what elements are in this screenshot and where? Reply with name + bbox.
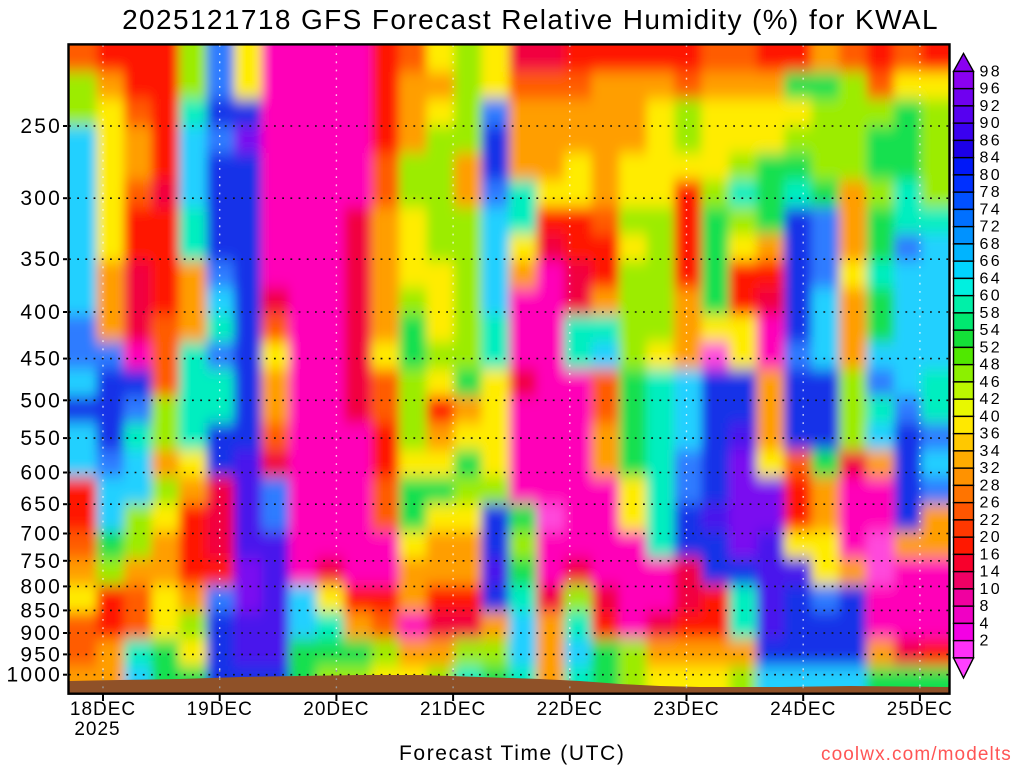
svg-text:60: 60: [980, 288, 1003, 305]
svg-text:80: 80: [980, 167, 1003, 184]
svg-text:300: 300: [20, 187, 62, 210]
svg-text:84: 84: [980, 150, 1003, 167]
svg-text:18DEC: 18DEC: [70, 699, 136, 720]
svg-text:16: 16: [980, 546, 1003, 563]
svg-text:32: 32: [980, 460, 1003, 477]
svg-text:19DEC: 19DEC: [187, 699, 253, 720]
svg-text:25DEC: 25DEC: [887, 699, 953, 720]
svg-text:64: 64: [980, 270, 1003, 287]
svg-text:850: 850: [20, 599, 62, 622]
svg-text:46: 46: [980, 374, 1003, 391]
svg-text:21DEC: 21DEC: [420, 699, 486, 720]
svg-text:92: 92: [980, 98, 1003, 115]
svg-text:42: 42: [980, 391, 1003, 408]
svg-text:74: 74: [980, 201, 1003, 218]
svg-text:500: 500: [20, 389, 62, 412]
svg-text:96: 96: [980, 81, 1003, 98]
svg-text:23DEC: 23DEC: [653, 699, 719, 720]
svg-text:26: 26: [980, 495, 1003, 512]
svg-text:900: 900: [20, 622, 62, 645]
svg-text:600: 600: [20, 462, 62, 485]
svg-text:20: 20: [980, 529, 1003, 546]
svg-text:90: 90: [980, 115, 1003, 132]
svg-text:86: 86: [980, 132, 1003, 149]
svg-text:550: 550: [20, 427, 62, 450]
svg-text:54: 54: [980, 322, 1003, 339]
svg-text:58: 58: [980, 305, 1003, 322]
svg-text:20DEC: 20DEC: [303, 699, 369, 720]
svg-text:8: 8: [980, 598, 991, 615]
svg-text:700: 700: [20, 523, 62, 546]
svg-text:2: 2: [980, 633, 991, 650]
svg-text:650: 650: [20, 493, 62, 516]
svg-text:48: 48: [980, 357, 1003, 374]
svg-text:400: 400: [20, 301, 62, 324]
svg-text:22DEC: 22DEC: [537, 699, 603, 720]
svg-text:72: 72: [980, 219, 1003, 236]
svg-text:24DEC: 24DEC: [770, 699, 836, 720]
svg-text:450: 450: [20, 348, 62, 371]
svg-text:350: 350: [20, 248, 62, 271]
svg-text:1000: 1000: [6, 664, 62, 687]
svg-text:68: 68: [980, 236, 1003, 253]
svg-text:78: 78: [980, 184, 1003, 201]
svg-text:40: 40: [980, 408, 1003, 425]
svg-text:750: 750: [20, 550, 62, 573]
svg-text:36: 36: [980, 426, 1003, 443]
svg-text:2025: 2025: [74, 719, 120, 740]
svg-text:52: 52: [980, 339, 1003, 356]
svg-text:4: 4: [980, 615, 991, 632]
svg-text:800: 800: [20, 575, 62, 598]
svg-text:10: 10: [980, 581, 1003, 598]
svg-text:22: 22: [980, 512, 1003, 529]
svg-text:14: 14: [980, 564, 1003, 581]
svg-text:98: 98: [980, 63, 1003, 80]
svg-text:950: 950: [20, 643, 62, 666]
svg-text:66: 66: [980, 253, 1003, 270]
svg-text:250: 250: [20, 115, 62, 138]
svg-text:28: 28: [980, 477, 1003, 494]
svg-text:34: 34: [980, 443, 1003, 460]
